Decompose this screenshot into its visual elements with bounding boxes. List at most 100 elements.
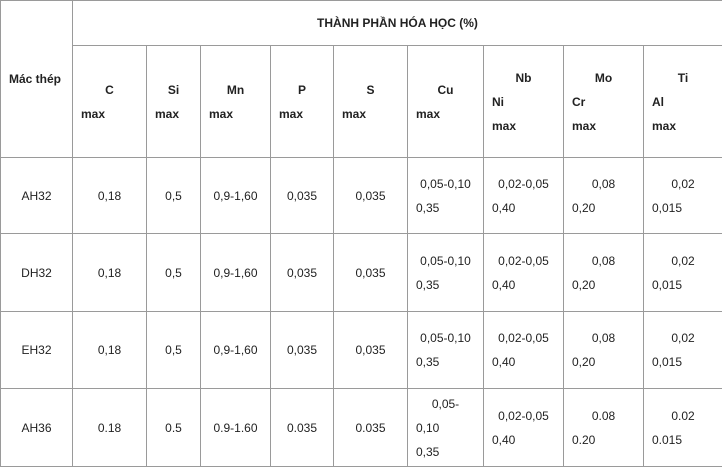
grade-cell: DH32 [0,233,73,312]
cell-line: max [572,118,597,133]
cell-line: 0,40 [492,200,516,215]
value-cell: 0,08 0,20 [563,157,644,234]
cell-line: Si [167,82,180,97]
cell-line: 0.9-1.60 [213,420,258,435]
cell-line: max [155,106,180,121]
cell-line: 0.035 [355,420,386,435]
cell-line: 0,035 [286,188,318,203]
cell-line: max [209,106,234,121]
cell-line: 0,08 [591,253,616,268]
cell-line: AH36 [21,420,52,435]
column-header: Si max [146,45,201,158]
cell-line: 0,08 [591,176,616,191]
cell-line: Nb [515,70,532,85]
cell-line: 0,40 [492,277,516,292]
value-cell: 0.035 [270,388,334,467]
value-cell: 0,5 [146,311,201,389]
cell-line: 0,35 [416,444,440,459]
cell-line: 0,35 [416,277,440,292]
cell-line: 0,40 [492,432,516,447]
cell-line: 0,05- [431,396,460,411]
cell-line: THÀNH PHẦN HÓA HỌC (%) [317,16,478,30]
corner-header: Mác thép [0,0,73,158]
cell-line: 0.08 [591,408,616,423]
value-cell: 0,035 [270,233,334,312]
group-header: THÀNH PHẦN HÓA HỌC (%) [72,0,722,46]
cell-line: 0,035 [355,343,386,357]
cell-line: P [297,82,306,97]
cell-line: 0.035 [286,420,318,435]
value-cell: 0,035 [270,157,334,234]
data-row: AH32 0,18 0,5 0,9-1,60 0,035 0,035 0,05-0,10 0,… [0,157,722,234]
cell-line: 0,40 [492,355,516,369]
cell-line: 0,02-0,05 [498,331,549,345]
cell-line: max [342,106,367,121]
cell-line: 0.20 [572,432,596,447]
value-cell: 0,18 [72,233,147,312]
cell-line: Cr [572,94,586,109]
cell-line: 0,035 [286,343,318,357]
cell-line: 0,5 [165,265,182,280]
cell-line: EH32 [21,343,52,357]
value-cell: 0,18 [72,311,147,389]
value-cell: 0,02-0,05 0,40 [483,388,564,467]
cell-line: 0,35 [416,355,440,369]
column-header: Ti Al max [643,45,722,158]
data-row: EH32 0,18 0,5 0,9-1,60 0,035 0,035 0,05-0,10 0,… [0,311,722,389]
column-header: Nb Ni max [483,45,564,158]
value-cell: 0,02-0,05 0,40 [483,233,564,312]
cell-line: S [366,82,375,97]
cell-line: 0,20 [572,355,596,369]
value-cell: 0,9-1,60 [200,311,271,389]
value-cell: 0,5 [146,157,201,234]
value-cell: 0,05-0,10 0,35 [407,233,484,312]
cell-line: Ti [677,70,689,85]
cell-line: AH32 [21,188,52,203]
header-row: Mác thép THÀNH PHẦN HÓA HỌC (%) [0,0,722,158]
value-cell: 0,02 0,015 [643,311,722,389]
cell-line: Cu [437,82,454,97]
cell-line: 0,05-0,10 [420,253,471,268]
cell-line: max [81,106,106,121]
value-cell: 0,08 0,20 [563,233,644,312]
grade-cell: AH36 [0,388,73,467]
cell-line: 0,9-1,60 [213,188,258,203]
cell-line: 0.5 [165,420,182,435]
cell-line: 0,9-1,60 [213,265,258,280]
cell-line: Ni [492,94,504,109]
value-cell: 0,02 0,015 [643,233,722,312]
column-header: Mo Cr max [563,45,644,158]
value-cell: 0,035 [333,233,408,312]
cell-line: 0,5 [165,343,182,357]
value-cell: 0.08 0.20 [563,388,644,467]
cell-line: Mn [226,82,245,97]
cell-line: 0,5 [165,188,182,203]
column-header: Mn max [200,45,271,158]
value-cell: 0.9-1.60 [200,388,271,467]
cell-line: DH32 [21,265,52,280]
cell-line: Mác thép [9,72,62,86]
cell-line: 0,035 [355,265,386,280]
cell-line: max [416,106,441,121]
cell-line: 0,02-0,05 [498,176,549,191]
value-cell: 0.5 [146,388,201,467]
value-cell: 0,05-0,10 0,35 [407,311,484,389]
value-cell: 0,5 [146,233,201,312]
value-cell: 0,035 [333,311,408,389]
cell-line: 0,35 [416,200,440,215]
cell-line: 0,02-0,05 [498,408,549,423]
cell-line: 0,05-0,10 [420,331,471,345]
cell-line: 0.18 [97,420,122,435]
cell-line: 0,20 [572,200,596,215]
value-cell: 0,035 [333,157,408,234]
cell-line: 0,02-0,05 [498,253,549,268]
cell-line: 0,08 [591,331,616,345]
cell-line: 0,02 [671,253,695,268]
cell-line: Mo [594,70,613,85]
